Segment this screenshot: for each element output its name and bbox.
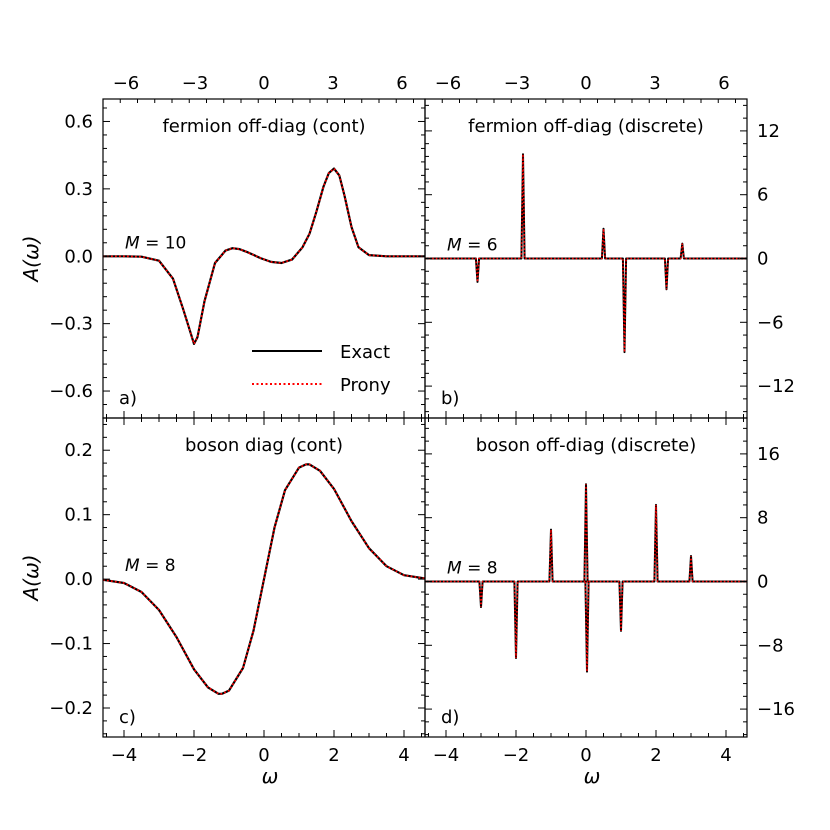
ytick-label-b: −6 — [757, 312, 784, 333]
ytick-label-d: −8 — [757, 635, 784, 656]
top-xtick-label-b: 6 — [718, 73, 729, 94]
legend: Exact Prony — [252, 342, 391, 396]
ylabel-a: A(ω) — [19, 235, 43, 283]
ytick-label-a: 0.0 — [64, 246, 93, 267]
ytick-label-b: 0 — [757, 249, 768, 270]
top-xtick-label-a: −3 — [182, 73, 209, 94]
prony-line-b — [425, 154, 747, 353]
ylabel-c: A(ω) — [19, 554, 43, 602]
xtick-label-d: −2 — [503, 745, 530, 766]
ytick-label-c: −0.1 — [49, 634, 93, 655]
panel-title-b: fermion off-diag (discrete) — [468, 116, 704, 137]
ytick-label-c: 0.1 — [64, 505, 93, 526]
xtick-label-c: 2 — [328, 745, 339, 766]
panel-letter-a: a) — [119, 388, 137, 409]
ytick-label-b: −12 — [757, 376, 795, 397]
m-label-c: M = 8 — [125, 556, 176, 576]
top-xtick-label-b: −6 — [435, 73, 462, 94]
frame-layer — [102, 98, 748, 738]
plot-layer — [102, 153, 747, 695]
m-label-d: M = 8 — [447, 558, 498, 578]
ytick-label-c: −0.2 — [49, 698, 93, 719]
xtick-label-c: 0 — [258, 745, 269, 766]
m-label-a: M = 10 — [125, 233, 186, 253]
ytick-label-a: 0.6 — [64, 111, 93, 132]
ytick-label-a: −0.6 — [49, 381, 93, 402]
ytick-label-b: 6 — [757, 185, 768, 206]
top-xtick-label-a: 3 — [327, 73, 338, 94]
ytick-label-a: 0.3 — [64, 179, 93, 200]
top-xtick-label-a: −6 — [113, 73, 140, 94]
panel-title-c: boson diag (cont) — [185, 435, 343, 456]
xtick-label-d: −4 — [433, 745, 460, 766]
xtick-label-d: 2 — [650, 745, 661, 766]
ytick-label-c: 0.0 — [64, 569, 93, 590]
ytick-label-a: −0.3 — [49, 314, 93, 335]
xtick-label-d: 4 — [720, 745, 731, 766]
panel-title-a: fermion off-diag (cont) — [162, 116, 365, 137]
top-xtick-label-b: 0 — [580, 73, 591, 94]
ytick-label-d: 8 — [757, 508, 768, 529]
xtick-label-c: −2 — [181, 745, 208, 766]
xlabel-c: ω — [262, 764, 279, 788]
ytick-label-c: 0.2 — [64, 440, 93, 461]
ytick-label-d: 16 — [757, 444, 780, 465]
top-xtick-label-b: 3 — [649, 73, 660, 94]
m-label-b: M = 6 — [447, 236, 498, 256]
ytick-label-b: 12 — [757, 121, 780, 142]
ytick-label-d: 0 — [757, 571, 768, 592]
panel-title-d: boson off-diag (discrete) — [476, 435, 696, 456]
text-layer: 0.6 0.3 0.0 −0.3 −0.6 −6 −3 0 3 6 fermion off-diag… — [19, 73, 795, 788]
xtick-label-c: 4 — [398, 745, 409, 766]
legend-exact-label: Exact — [340, 342, 390, 363]
xlabel-d: ω — [584, 764, 601, 788]
xtick-label-c: −4 — [111, 745, 138, 766]
top-xtick-label-a: 0 — [258, 73, 269, 94]
panel-letter-d: d) — [441, 707, 459, 728]
panel-letter-b: b) — [441, 388, 459, 409]
top-xtick-label-b: −3 — [504, 73, 531, 94]
prony-line-c — [102, 463, 426, 695]
panel-letter-c: c) — [119, 707, 136, 728]
prony-line-a — [103, 167, 425, 347]
exact-line-d — [425, 483, 747, 673]
top-xtick-label-a: 6 — [396, 73, 407, 94]
legend-prony-label: Prony — [340, 375, 391, 396]
ytick-label-d: −16 — [757, 699, 795, 720]
xtick-label-d: 0 — [580, 745, 591, 766]
